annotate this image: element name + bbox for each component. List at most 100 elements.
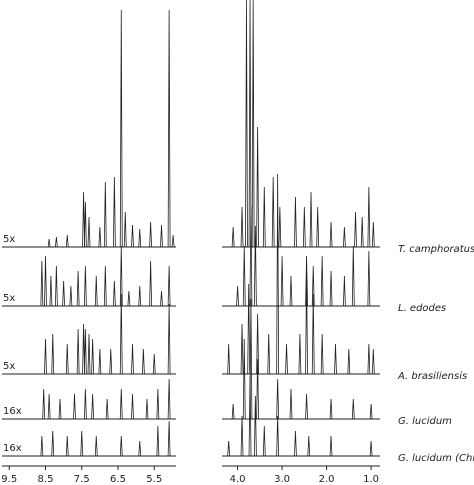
- peak: [245, 0, 248, 248]
- peak: [131, 224, 134, 248]
- peak: [369, 440, 373, 457]
- peak: [94, 275, 98, 307]
- peak: [160, 290, 163, 307]
- peak: [160, 224, 163, 248]
- peak: [167, 378, 171, 420]
- x-tick-label: 1.0: [363, 474, 379, 485]
- peak: [112, 280, 116, 307]
- peak: [87, 216, 91, 248]
- peak: [278, 206, 282, 248]
- peak: [253, 395, 257, 457]
- x-tick-label: 8.5: [38, 474, 54, 485]
- peak: [119, 388, 123, 420]
- peak: [294, 196, 297, 248]
- peak: [231, 226, 235, 248]
- peak: [347, 348, 351, 375]
- series-label: T. camphoratus: [398, 244, 474, 255]
- peak: [236, 285, 239, 307]
- x-tick-label: 5.5: [146, 474, 162, 485]
- peak: [141, 348, 145, 375]
- peak: [112, 176, 116, 248]
- peak: [305, 393, 308, 420]
- peak: [248, 0, 252, 248]
- peak: [248, 375, 252, 457]
- peak: [311, 265, 315, 307]
- peak: [82, 191, 85, 248]
- peak: [127, 290, 131, 307]
- peak: [131, 343, 134, 375]
- peak: [119, 245, 123, 307]
- peak: [54, 265, 58, 307]
- peak: [119, 293, 123, 375]
- series-label: A. brasiliensis: [397, 371, 467, 382]
- peak: [334, 343, 337, 375]
- peak: [276, 415, 280, 457]
- peak: [302, 206, 306, 248]
- peak: [76, 328, 80, 375]
- peak: [44, 338, 47, 375]
- peak: [262, 186, 266, 248]
- peak: [276, 173, 280, 375]
- peak: [167, 303, 171, 375]
- peak: [47, 238, 51, 248]
- series-label: 16x: [3, 443, 22, 454]
- peak: [256, 358, 260, 420]
- peak: [73, 393, 76, 420]
- peak: [131, 393, 134, 420]
- peak: [65, 234, 69, 248]
- peak: [285, 343, 288, 375]
- peak: [253, 225, 257, 307]
- peak: [83, 265, 87, 307]
- peak: [83, 388, 87, 420]
- series-label: 5x: [3, 234, 15, 245]
- peak: [369, 403, 373, 420]
- series-label: L. edodes: [398, 303, 446, 314]
- peak: [145, 398, 149, 420]
- x-tick-label: 4.0: [230, 474, 246, 485]
- peak: [138, 285, 142, 307]
- peak: [371, 221, 375, 248]
- peak: [138, 228, 142, 248]
- peak: [240, 415, 244, 457]
- peak: [51, 430, 55, 457]
- peak: [119, 435, 123, 457]
- peak: [51, 333, 55, 375]
- peak: [311, 293, 315, 375]
- x-tick-label: 6.5: [110, 474, 126, 485]
- peak: [305, 273, 308, 375]
- peak: [271, 176, 275, 248]
- peak: [76, 270, 80, 307]
- peak: [42, 388, 46, 420]
- peak: [329, 270, 333, 307]
- peak: [149, 221, 153, 248]
- peak: [156, 425, 160, 457]
- series-label: G. lucidum: [398, 416, 452, 427]
- peak: [54, 236, 58, 248]
- peak: [44, 255, 47, 307]
- peak: [171, 234, 175, 248]
- peak: [167, 9, 171, 248]
- x-tick-label: 2.0: [319, 474, 335, 485]
- peak: [91, 393, 95, 420]
- peak: [276, 378, 280, 420]
- peak: [83, 201, 87, 248]
- peak: [342, 275, 346, 307]
- peak: [227, 440, 231, 457]
- peak: [249, 205, 253, 307]
- peak: [298, 333, 302, 375]
- peak: [242, 245, 246, 307]
- peak: [123, 211, 127, 248]
- peak: [167, 265, 171, 307]
- peak: [82, 323, 85, 375]
- peak: [309, 191, 313, 248]
- peak: [329, 398, 333, 420]
- peak: [367, 250, 371, 307]
- peak: [65, 435, 69, 457]
- peak: [305, 255, 308, 307]
- peak: [367, 186, 371, 248]
- peak: [227, 343, 231, 375]
- peak: [294, 430, 297, 457]
- x-tick-label: 3.0: [274, 474, 290, 485]
- peak: [103, 265, 107, 307]
